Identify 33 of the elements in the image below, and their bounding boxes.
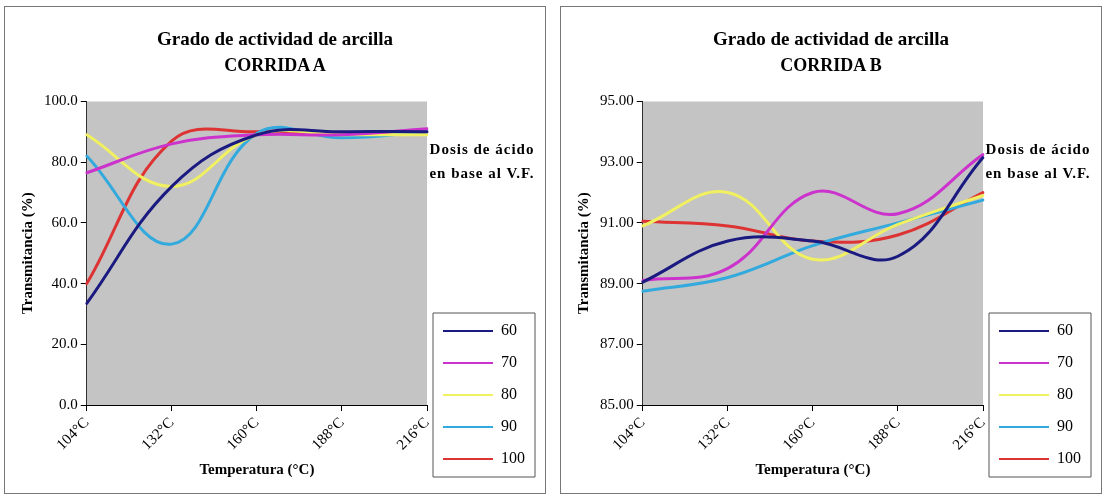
chart-title: Grado de actividad de arcilla (712, 28, 950, 50)
legend-title: Dosis de ácido en base al V.F. (428, 140, 536, 183)
legend-label: 60 (501, 321, 517, 339)
y-tick-label: 20.0 (51, 335, 78, 352)
y-tick-label: 89.00 (600, 274, 634, 291)
y-axis-title: Transmitancia (%) (574, 192, 592, 315)
y-tick-label: 91.00 (600, 213, 634, 230)
legend-label: 80 (1057, 385, 1073, 403)
chart-title: Grado de actividad de arcilla (156, 28, 394, 50)
legend-label: 90 (501, 417, 517, 435)
legend-label: 70 (1057, 353, 1073, 371)
chart-subtitle: CORRIDA A (224, 55, 326, 76)
y-tick-label: 93.00 (600, 153, 634, 170)
y-tick-label: 95.00 (600, 92, 634, 109)
y-tick-label: 80.0 (51, 153, 78, 170)
chart-subtitle: CORRIDA B (780, 55, 882, 76)
line-series (641, 190, 985, 262)
y-tick-label: 0.0 (59, 395, 78, 412)
y-tick-label: 40.0 (51, 274, 78, 291)
legend-title: Dosis de ácido en base al V.F. (984, 140, 1092, 183)
y-tick-label: 85.00 (600, 395, 634, 412)
legend-label: 60 (1057, 321, 1073, 339)
legend-label: 80 (501, 385, 517, 403)
y-axis-title: Transmitancia (%) (18, 192, 36, 315)
legend-label: 100 (1057, 449, 1081, 467)
y-tick-label: 100.0 (44, 92, 78, 109)
legend-label: 70 (501, 353, 517, 371)
x-axis-title: Temperatura (°C) (199, 460, 315, 478)
x-axis-title: Temperatura (°C) (755, 460, 871, 478)
legend-label: 100 (501, 449, 525, 467)
y-tick-label: 60.0 (51, 213, 78, 230)
legend-label: 90 (1057, 417, 1073, 435)
y-tick-label: 87.00 (600, 335, 634, 352)
